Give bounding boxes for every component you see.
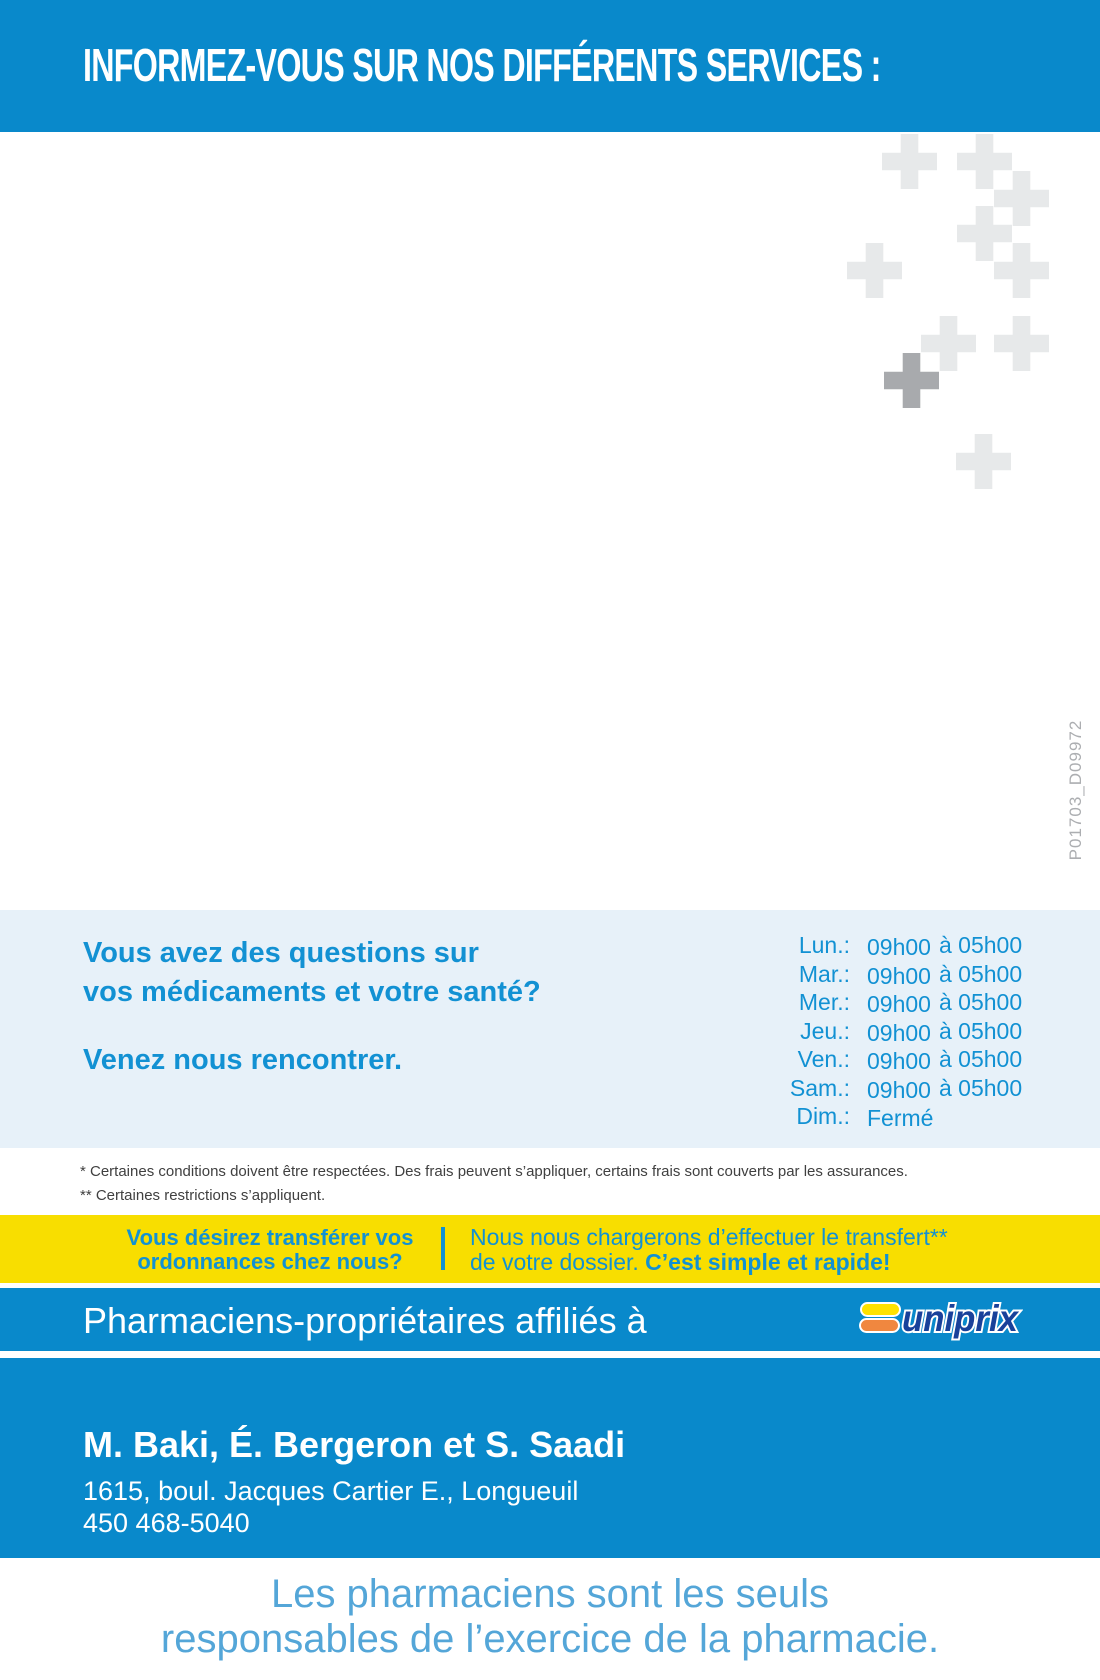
transfer-answer-line1: Nous nous chargerons d’effectuer le tran… bbox=[470, 1224, 948, 1250]
transfer-question: Vous désirez transférer vos ordonnances … bbox=[120, 1226, 420, 1274]
hours-row: Dim.: Fermé bbox=[740, 1102, 1022, 1131]
hours-time: 09h00 bbox=[867, 962, 931, 989]
hours-time: 09h00 bbox=[867, 991, 931, 1017]
cta-text: Venez nous rencontrer. bbox=[83, 1044, 403, 1076]
plus-icon bbox=[921, 316, 976, 371]
owner-address: 1615, boul. Jacques Cartier E., Longueui… bbox=[83, 1476, 579, 1506]
disclaimer-line1: * Certaines conditions doivent être resp… bbox=[80, 1163, 908, 1180]
transfer-band: Vous désirez transférer vos ordonnances … bbox=[0, 1215, 1100, 1283]
hours-time-suffix: à 05h00 bbox=[938, 1046, 1023, 1072]
owner-phone: 450 468-5040 bbox=[83, 1508, 250, 1538]
hours-day: Lun.: bbox=[798, 932, 850, 958]
plus-icon bbox=[957, 206, 1012, 261]
hours-row: Ven.: 09h00 à 05h00 bbox=[740, 1045, 1023, 1074]
plus-icon bbox=[994, 171, 1049, 226]
info-band: Vous avez des questions sur vos médicame… bbox=[0, 910, 1100, 1148]
uniprix-logo-icon: uniprix bbox=[859, 1296, 1021, 1341]
plus-icon bbox=[884, 353, 939, 408]
plus-icon bbox=[882, 134, 937, 189]
hours-day: Mer.: bbox=[798, 989, 850, 1015]
hours-time-suffix: à 05h00 bbox=[938, 1017, 1023, 1044]
hours-time: 09h00 bbox=[867, 1048, 931, 1074]
disclaimer-line2: ** Certaines restrictions s’appliquent. bbox=[80, 1187, 326, 1204]
header-band: INFORMEZ-VOUS SUR NOS DIFFÉRENTS SERVICE… bbox=[0, 0, 1100, 132]
hours-day: Sam.: bbox=[789, 1074, 850, 1101]
hours-day: Jeu.: bbox=[800, 1017, 850, 1044]
owner-band: M. Baki, É. Bergeron et S. Saadi 1615, b… bbox=[0, 1358, 1100, 1558]
hours-day: Dim.: bbox=[796, 1103, 850, 1129]
hours-time: 09h00 bbox=[867, 934, 931, 960]
hours-row: Mar.: 09h00 à 05h00 bbox=[740, 960, 1022, 989]
questions-line1: Vous avez des questions sur bbox=[83, 937, 479, 969]
hours-row: Mer.: 09h00 à 05h00 bbox=[740, 988, 1022, 1017]
hours-time-suffix: à 05h00 bbox=[938, 932, 1023, 958]
transfer-question-line2: ordonnances chez nous? bbox=[137, 1249, 403, 1274]
hours-row: Jeu.: 09h00 à 05h00 bbox=[740, 1017, 1022, 1046]
disclaimers: * Certaines conditions doivent être resp… bbox=[80, 1160, 908, 1208]
questions-line2: vos médicaments et votre santé? bbox=[83, 976, 541, 1008]
hours-time: Fermé bbox=[867, 1105, 934, 1131]
plus-icon bbox=[847, 243, 902, 298]
hours-row: Lun.: 09h00 à 05h00 bbox=[740, 931, 1022, 960]
transfer-question-line1: Vous désirez transférer vos bbox=[126, 1225, 414, 1250]
uniprix-brand-text: uniprix bbox=[902, 1298, 1019, 1339]
hours-time-suffix: à 05h00 bbox=[938, 1074, 1023, 1101]
hours-time-suffix: à 05h00 bbox=[938, 989, 1023, 1015]
page-title: INFORMEZ-VOUS SUR NOS DIFFÉRENTS SERVICE… bbox=[83, 39, 881, 91]
legal-tagline-line2: responsables de l’exercice de la pharmac… bbox=[160, 1617, 940, 1661]
owner-names: M. Baki, É. Bergeron et S. Saadi bbox=[83, 1424, 626, 1465]
transfer-answer: Nous nous chargerons d’effectuer le tran… bbox=[470, 1225, 948, 1275]
legal-tagline-line1: Les pharmaciens sont les seuls bbox=[270, 1572, 830, 1616]
transfer-answer-line2: de votre dossier. C’est simple et rapide… bbox=[470, 1250, 948, 1275]
hours-row: Sam.: 09h00 à 05h00 bbox=[740, 1074, 1022, 1103]
hours-time: 09h00 bbox=[867, 1076, 931, 1103]
opening-hours: Lun.: 09h00 à 05h00 Mar.: 09h00 à 05h00 … bbox=[740, 931, 1022, 1131]
hours-time: 09h00 bbox=[867, 1019, 931, 1046]
plus-icon bbox=[957, 134, 1012, 189]
hours-day: Ven.: bbox=[797, 1046, 850, 1072]
hours-time-suffix: à 05h00 bbox=[938, 960, 1023, 987]
transfer-answer-prefix: de votre dossier. bbox=[470, 1249, 646, 1275]
affiliation-band: Pharmaciens-propriétaires affiliés à uni… bbox=[0, 1288, 1100, 1351]
uniprix-logo: uniprix bbox=[858, 1296, 1023, 1349]
plus-icon bbox=[994, 243, 1049, 298]
print-code: P01703_D09972 bbox=[1066, 719, 1085, 861]
hours-day: Mar.: bbox=[798, 960, 850, 987]
legal-tagline: Les pharmaciens sont les seuls responsab… bbox=[0, 1572, 1100, 1662]
questions-heading: Vous avez des questions sur vos médicame… bbox=[83, 934, 541, 1012]
affiliation-label: Pharmaciens-propriétaires affiliés à bbox=[83, 1300, 647, 1341]
transfer-answer-bold: C’est simple et rapide! bbox=[645, 1249, 891, 1275]
plus-icon bbox=[994, 316, 1049, 371]
vertical-divider bbox=[441, 1227, 445, 1270]
plus-icon bbox=[956, 434, 1011, 489]
